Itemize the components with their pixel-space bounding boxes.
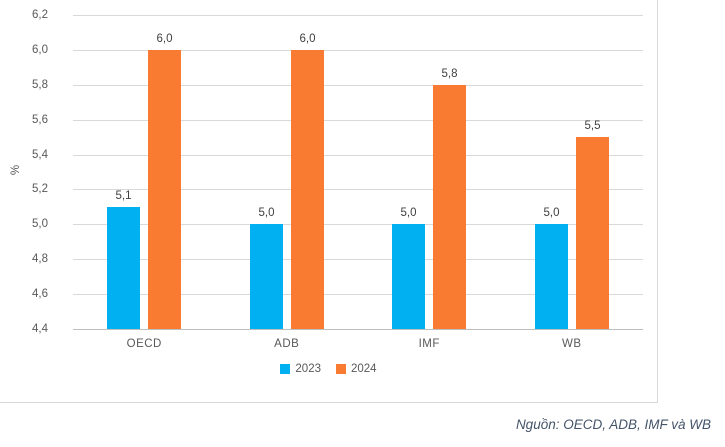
legend-item-2024: 2024 (336, 363, 377, 375)
bar-2023-WB (535, 224, 568, 329)
category-label-IMF: IMF (418, 338, 440, 350)
y-tick-label: 4,4 (32, 323, 48, 335)
gridline (73, 120, 643, 121)
y-tick-label: 5,6 (32, 114, 48, 126)
legend: 2023 2024 (0, 363, 657, 375)
gridline (73, 259, 643, 260)
bar-2024-WB (576, 137, 609, 329)
gridline (73, 224, 643, 225)
legend-swatch-2023 (280, 364, 291, 374)
gridline (73, 50, 643, 51)
gridline (73, 85, 643, 86)
y-tick-label: 5,0 (32, 218, 48, 230)
y-tick-label: 6,2 (32, 9, 48, 21)
category-label-WB: WB (561, 338, 582, 350)
gridline (73, 294, 643, 295)
y-tick-label: 5,4 (32, 149, 48, 161)
legend-label-2024: 2024 (351, 363, 377, 375)
data-label-2024-OECD: 6,0 (156, 33, 173, 45)
gridline (73, 155, 643, 156)
legend-swatch-2024 (336, 364, 346, 374)
y-tick-label: 4,8 (32, 253, 48, 265)
source-note: Nguồn: OECD, ADB, IMF và WB (515, 417, 711, 432)
legend-label-2023: 2023 (295, 363, 321, 375)
legend-item-2023: 2023 (280, 363, 321, 375)
y-tick-label: 5,2 (32, 183, 48, 195)
data-label-2023-ADB: 5,0 (258, 207, 275, 219)
category-label-ADB: ADB (274, 338, 300, 350)
data-label-2023-WB: 5,0 (543, 207, 560, 219)
gridline (73, 189, 643, 190)
data-label-2024-IMF: 5,8 (441, 68, 458, 80)
bar-2024-OECD (148, 50, 181, 329)
y-axis-title: % (10, 164, 23, 176)
category-label-OECD: OECD (126, 338, 162, 350)
data-label-2023-OECD: 5,1 (115, 190, 132, 202)
gridline (73, 15, 643, 16)
bar-2023-OECD (107, 207, 140, 329)
bar-2023-ADB (250, 224, 283, 329)
data-label-2023-IMF: 5,0 (400, 207, 417, 219)
y-tick-label: 6,0 (32, 44, 48, 56)
chart-frame: 5,1 6,0 5,0 6,0 5,0 5,8 5,0 5,5 6,2 6,0 5,8 5,6 5,4… (0, 0, 658, 403)
x-axis-line (73, 329, 643, 330)
data-label-2024-WB: 5,5 (584, 120, 601, 132)
y-tick-label: 4,6 (32, 288, 48, 300)
data-label-2024-ADB: 6,0 (299, 33, 316, 45)
y-tick-label: 5,8 (32, 79, 48, 91)
bar-2024-ADB (291, 50, 324, 329)
bar-2024-IMF (433, 85, 466, 329)
bar-2023-IMF (392, 224, 425, 329)
